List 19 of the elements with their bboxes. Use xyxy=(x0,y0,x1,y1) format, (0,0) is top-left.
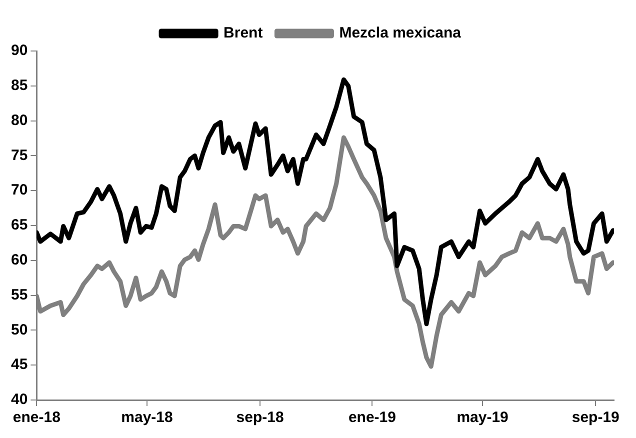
y-tick-label: 85 xyxy=(10,77,28,94)
y-tick-label: 75 xyxy=(10,146,28,164)
y-tick-label: 70 xyxy=(10,182,28,199)
y-tick-label: 50 xyxy=(10,321,28,338)
y-tick-label: 55 xyxy=(10,286,28,304)
legend-label: Mezcla mexicana xyxy=(339,24,462,42)
y-tick-label: 40 xyxy=(10,391,28,408)
y-tick-label: 60 xyxy=(10,252,28,269)
legend-label: Brent xyxy=(224,24,263,42)
x-tick-label: ene-19 xyxy=(348,409,396,426)
x-tick-label: ene-18 xyxy=(12,409,60,426)
x-tick-label: may-18 xyxy=(121,409,173,426)
y-tick-label: 65 xyxy=(10,216,28,234)
y-tick-label: 90 xyxy=(10,42,28,60)
y-tick-label: 45 xyxy=(10,356,28,374)
x-tick-label: sep-18 xyxy=(236,409,284,426)
x-tick-label: sep-19 xyxy=(572,409,620,426)
y-tick-label: 80 xyxy=(10,112,28,129)
x-tick-label: may-19 xyxy=(456,409,508,426)
